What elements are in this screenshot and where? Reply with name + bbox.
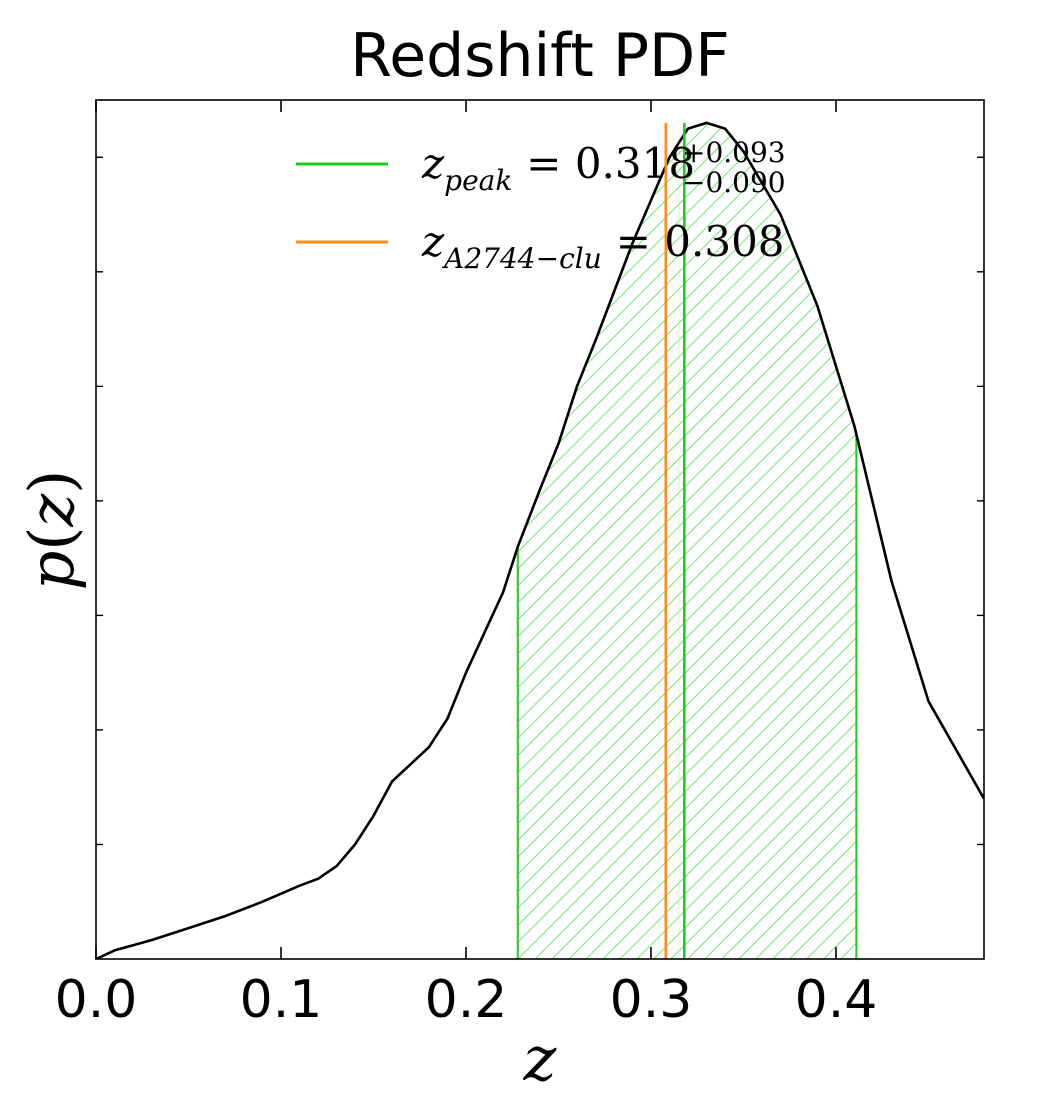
legend-label: zA2744−clu = 0.308 [421, 217, 785, 275]
legend-upper-error: +0.093 [682, 136, 786, 169]
x-tick-label: 0.1 [240, 970, 323, 1030]
x-tick-label: 0.2 [425, 970, 508, 1030]
x-tick-label: 0.4 [795, 970, 878, 1030]
y-axis-label: p(z) [15, 470, 88, 591]
legend-item-z-peak: zpeak = 0.318+0.093−0.090 [296, 136, 786, 199]
legend-lower-error: −0.090 [682, 166, 786, 199]
x-axis-label: z [523, 1022, 557, 1095]
x-tick-label: 0.0 [55, 970, 138, 1030]
svg-text:p(z): p(z) [15, 470, 88, 591]
credible-interval-hatch [517, 122, 857, 959]
legend-label: zpeak = 0.318 [421, 139, 695, 197]
pdf-curve [96, 121, 984, 959]
chart-title: Redshift PDF [350, 21, 730, 91]
legend-item-z-cluster: zA2744−clu = 0.308 [296, 217, 785, 275]
plot-frame [95, 99, 985, 960]
x-tick-label: 0.3 [610, 970, 693, 1030]
